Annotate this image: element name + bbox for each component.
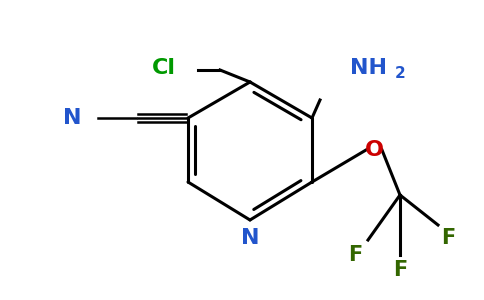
- Text: F: F: [393, 260, 407, 280]
- Text: Cl: Cl: [152, 58, 176, 78]
- Text: F: F: [441, 228, 455, 248]
- Text: O: O: [364, 140, 383, 160]
- Text: NH: NH: [350, 58, 387, 78]
- Text: N: N: [241, 228, 259, 248]
- Text: F: F: [348, 245, 362, 265]
- Text: N: N: [63, 108, 81, 128]
- Text: 2: 2: [395, 67, 406, 82]
